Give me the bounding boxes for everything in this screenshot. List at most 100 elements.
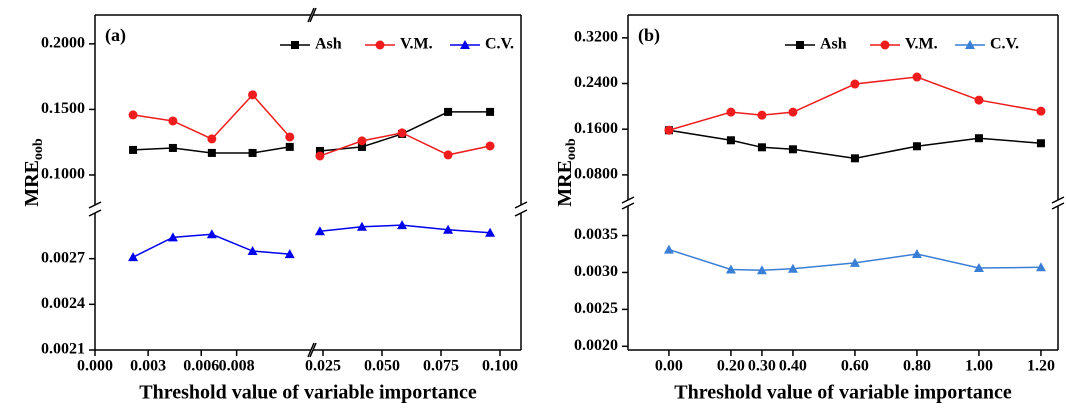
y-tick-label: 0.0030 xyxy=(574,263,618,280)
x-axis-title: Threshold value of variable importance xyxy=(139,382,477,404)
y-tick-label: 0.2400 xyxy=(574,74,618,91)
marker xyxy=(357,136,367,146)
marker xyxy=(757,143,766,152)
axis-break xyxy=(514,201,528,209)
marker xyxy=(128,110,138,120)
y-tick-label: 0.1600 xyxy=(574,120,618,137)
axis-break xyxy=(621,196,635,204)
x-tick-label: 0.008 xyxy=(219,358,255,375)
marker xyxy=(397,128,407,138)
marker xyxy=(315,151,325,161)
marker xyxy=(443,224,454,234)
x-tick-label: 0.075 xyxy=(423,358,459,375)
y-tick-label: 0.0021 xyxy=(41,341,85,358)
marker xyxy=(444,107,453,116)
y-axis-title: MREoob xyxy=(21,138,47,207)
marker xyxy=(788,145,797,154)
marker xyxy=(248,148,257,157)
y-axis-title-sub: oob xyxy=(31,138,46,160)
marker xyxy=(284,249,295,259)
marker xyxy=(663,244,674,254)
y-tick-label: 0.0035 xyxy=(574,226,618,243)
series-line xyxy=(132,93,291,140)
legend-marker xyxy=(291,41,299,49)
marker xyxy=(974,95,984,105)
marker xyxy=(912,72,922,82)
marker xyxy=(974,134,983,143)
axis-break xyxy=(309,342,317,358)
marker xyxy=(787,263,798,273)
marker xyxy=(168,143,177,152)
marker xyxy=(757,110,767,120)
marker xyxy=(285,142,294,151)
y-tick-label: 0.2000 xyxy=(41,35,85,52)
y-tick-label: 0.0027 xyxy=(41,249,85,266)
x-tick-label: 0.006 xyxy=(183,358,219,375)
x-tick-label: 0.40 xyxy=(779,358,807,375)
y-tick-label: 0.0800 xyxy=(574,166,618,183)
marker xyxy=(485,141,495,151)
y-tick-label: 0.1500 xyxy=(41,100,85,117)
x-tick-label: 0.20 xyxy=(717,358,745,375)
axis-break xyxy=(88,209,102,217)
marker xyxy=(486,107,495,116)
x-tick-label: 0.00 xyxy=(655,358,683,375)
series-line xyxy=(668,76,1042,131)
y-axis-title-main: MRE xyxy=(554,160,576,207)
legend-label: Ash xyxy=(315,36,342,53)
marker xyxy=(128,252,139,262)
x-tick-label: 1.00 xyxy=(965,358,993,375)
legend-label: Ash xyxy=(820,36,847,53)
x-axis-title: Threshold value of variable importance xyxy=(674,382,1012,404)
marker xyxy=(911,249,922,258)
axis-break xyxy=(307,7,315,23)
marker xyxy=(850,154,859,163)
panel-label: (b) xyxy=(638,25,660,46)
axis-break xyxy=(514,209,528,217)
y-axis-title-sub: oob xyxy=(564,138,579,160)
marker xyxy=(1035,262,1046,272)
x-tick-label: 0.003 xyxy=(130,358,166,375)
marker xyxy=(726,107,736,117)
marker xyxy=(850,79,860,89)
x-tick-label: 0.025 xyxy=(305,358,341,375)
axis-break xyxy=(88,201,102,209)
y-axis-title-main: MRE xyxy=(21,160,43,207)
marker xyxy=(912,142,921,151)
marker xyxy=(207,148,216,157)
marker xyxy=(168,116,178,126)
series-line xyxy=(668,248,1041,271)
marker xyxy=(167,232,178,242)
y-axis-title: MREoob xyxy=(554,138,580,207)
marker xyxy=(206,229,217,239)
x-tick-label: 0.30 xyxy=(748,358,776,375)
marker xyxy=(315,146,324,155)
legend-marker xyxy=(375,40,385,50)
legend-label: V.M. xyxy=(905,36,938,53)
marker xyxy=(248,90,258,100)
marker xyxy=(1036,106,1046,116)
marker xyxy=(726,136,735,145)
axis-break xyxy=(307,342,315,358)
axis-break xyxy=(309,7,317,23)
marker xyxy=(443,150,453,160)
legend-marker xyxy=(796,41,804,49)
x-tick-label: 0.050 xyxy=(364,358,400,375)
axis-break xyxy=(1051,202,1065,210)
marker xyxy=(756,265,767,275)
legend-label: C.V. xyxy=(990,36,1019,53)
marker xyxy=(725,264,736,274)
marker xyxy=(485,227,496,237)
marker xyxy=(357,142,366,151)
marker xyxy=(788,107,798,117)
x-tick-label: 1.20 xyxy=(1027,358,1055,375)
marker xyxy=(849,257,860,267)
marker xyxy=(1036,139,1045,148)
axis-break xyxy=(621,202,635,210)
x-tick-label: 0.80 xyxy=(903,358,931,375)
marker xyxy=(973,263,984,273)
y-tick-label: 0.3200 xyxy=(574,29,618,46)
marker xyxy=(356,221,367,231)
legend-marker xyxy=(880,40,890,50)
